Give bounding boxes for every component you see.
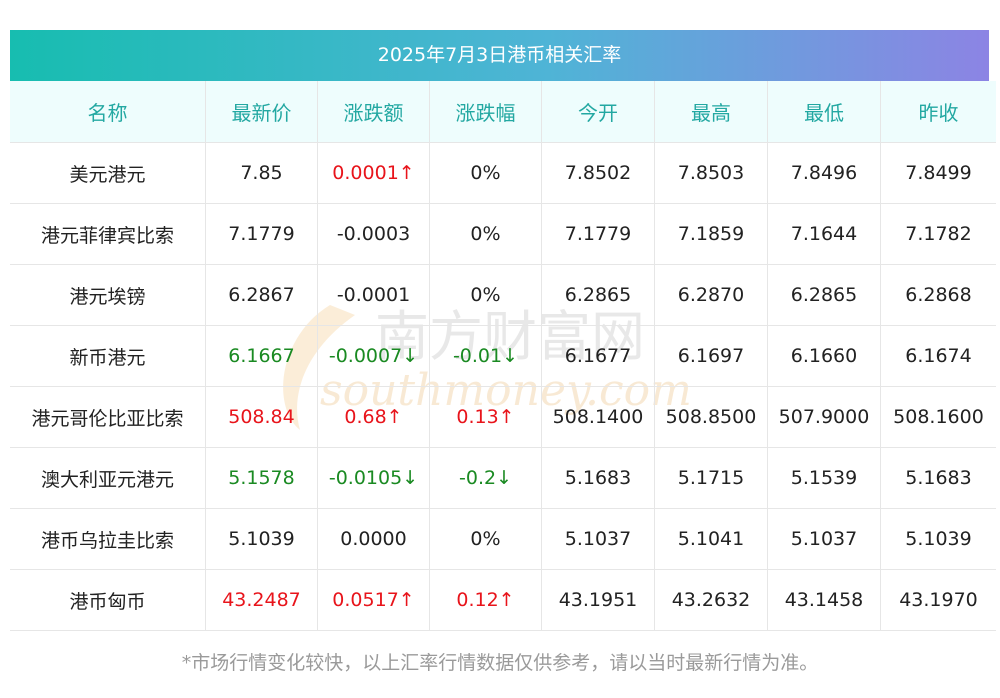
- table-header-row: 名称 最新价 涨跌额 涨跌幅 今开 最高 最低 昨收: [10, 81, 996, 143]
- cell-change: 0.0517↑: [317, 569, 430, 631]
- cell-pct: 0%: [429, 508, 542, 570]
- table-row: 澳大利亚元港元 5.1578 -0.0105↓ -0.2↓ 5.1683 5.1…: [10, 447, 996, 509]
- cell-latest: 7.1779: [205, 203, 318, 265]
- cell-pct: 0.12↑: [429, 569, 542, 631]
- cell-high: 43.2632: [654, 569, 768, 631]
- cell-prev: 43.1970: [880, 569, 996, 631]
- cell-high: 6.2870: [654, 264, 768, 326]
- cell-latest: 508.84: [205, 386, 318, 448]
- cell-pct: 0%: [429, 142, 542, 204]
- exchange-rate-table: 名称 最新价 涨跌额 涨跌幅 今开 最高 最低 昨收 美元港元 7.85 0.0…: [10, 81, 996, 631]
- col-header-pct: 涨跌幅: [429, 81, 542, 143]
- cell-name: 港元埃镑: [10, 264, 206, 326]
- cell-low: 6.1660: [767, 325, 881, 387]
- col-header-change: 涨跌额: [317, 81, 430, 143]
- cell-name: 美元港元: [10, 142, 206, 204]
- cell-low: 43.1458: [767, 569, 881, 631]
- cell-high: 5.1041: [654, 508, 768, 570]
- cell-high: 7.1859: [654, 203, 768, 265]
- cell-name: 港元菲律宾比索: [10, 203, 206, 265]
- cell-prev: 5.1683: [880, 447, 996, 509]
- cell-prev: 7.8499: [880, 142, 996, 204]
- cell-latest: 43.2487: [205, 569, 318, 631]
- disclaimer-note: *市场行情变化较快，以上汇率行情数据仅供参考，请以当时最新行情为准。: [181, 652, 819, 674]
- cell-low: 5.1539: [767, 447, 881, 509]
- table-row: 港元哥伦比亚比索 508.84 0.68↑ 0.13↑ 508.1400 508…: [10, 386, 996, 448]
- cell-latest: 5.1578: [205, 447, 318, 509]
- cell-name: 澳大利亚元港元: [10, 447, 206, 509]
- cell-name: 新币港元: [10, 325, 206, 387]
- col-header-low: 最低: [767, 81, 881, 143]
- cell-change: -0.0007↓: [317, 325, 430, 387]
- cell-high: 6.1697: [654, 325, 768, 387]
- cell-open: 7.8502: [541, 142, 655, 204]
- cell-pct: 0%: [429, 264, 542, 326]
- cell-change: 0.0000: [317, 508, 430, 570]
- cell-change: -0.0003: [317, 203, 430, 265]
- table-row: 港币匈币 43.2487 0.0517↑ 0.12↑ 43.1951 43.26…: [10, 569, 996, 631]
- cell-prev: 508.1600: [880, 386, 996, 448]
- cell-change: -0.0001: [317, 264, 430, 326]
- cell-open: 7.1779: [541, 203, 655, 265]
- table-row: 港元菲律宾比索 7.1779 -0.0003 0% 7.1779 7.1859 …: [10, 203, 996, 265]
- cell-low: 507.9000: [767, 386, 881, 448]
- cell-high: 5.1715: [654, 447, 768, 509]
- col-header-name: 名称: [10, 81, 206, 143]
- col-header-prev: 昨收: [880, 81, 996, 143]
- cell-high: 508.8500: [654, 386, 768, 448]
- cell-open: 43.1951: [541, 569, 655, 631]
- cell-name: 港币匈币: [10, 569, 206, 631]
- cell-pct: 0%: [429, 203, 542, 265]
- col-header-open: 今开: [541, 81, 655, 143]
- table-title-banner: 2025年7月3日港币相关汇率: [10, 30, 989, 81]
- cell-prev: 6.1674: [880, 325, 996, 387]
- table-row: 港币乌拉圭比索 5.1039 0.0000 0% 5.1037 5.1041 5…: [10, 508, 996, 570]
- cell-latest: 6.1667: [205, 325, 318, 387]
- cell-open: 508.1400: [541, 386, 655, 448]
- cell-open: 5.1683: [541, 447, 655, 509]
- cell-prev: 6.2868: [880, 264, 996, 326]
- table-row: 美元港元 7.85 0.0001↑ 0% 7.8502 7.8503 7.849…: [10, 142, 996, 204]
- cell-latest: 6.2867: [205, 264, 318, 326]
- cell-latest: 7.85: [205, 142, 318, 204]
- cell-pct: -0.01↓: [429, 325, 542, 387]
- table-title: 2025年7月3日港币相关汇率: [377, 44, 622, 66]
- cell-change: -0.0105↓: [317, 447, 430, 509]
- cell-high: 7.8503: [654, 142, 768, 204]
- cell-open: 6.2865: [541, 264, 655, 326]
- table-row: 新币港元 6.1667 -0.0007↓ -0.01↓ 6.1677 6.169…: [10, 325, 996, 387]
- cell-low: 6.2865: [767, 264, 881, 326]
- table-row: 港元埃镑 6.2867 -0.0001 0% 6.2865 6.2870 6.2…: [10, 264, 996, 326]
- cell-open: 6.1677: [541, 325, 655, 387]
- cell-low: 5.1037: [767, 508, 881, 570]
- cell-low: 7.1644: [767, 203, 881, 265]
- col-header-high: 最高: [654, 81, 768, 143]
- cell-name: 港元哥伦比亚比索: [10, 386, 206, 448]
- cell-pct: -0.2↓: [429, 447, 542, 509]
- cell-prev: 7.1782: [880, 203, 996, 265]
- cell-latest: 5.1039: [205, 508, 318, 570]
- cell-prev: 5.1039: [880, 508, 996, 570]
- cell-pct: 0.13↑: [429, 386, 542, 448]
- col-header-latest: 最新价: [205, 81, 318, 143]
- cell-open: 5.1037: [541, 508, 655, 570]
- cell-low: 7.8496: [767, 142, 881, 204]
- cell-change: 0.0001↑: [317, 142, 430, 204]
- cell-change: 0.68↑: [317, 386, 430, 448]
- cell-name: 港币乌拉圭比索: [10, 508, 206, 570]
